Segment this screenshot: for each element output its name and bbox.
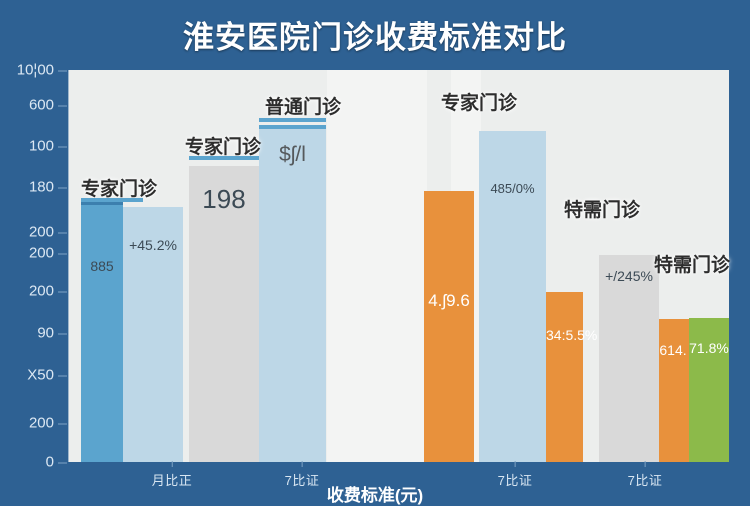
group-rule-0 — [81, 198, 143, 202]
bar-3[interactable]: $ʃ/l — [259, 125, 326, 462]
group-label-5: 特需门诊 — [654, 255, 731, 276]
y-tick-2: 100 — [0, 138, 68, 155]
bar-9[interactable]: 71.8% — [689, 318, 729, 462]
bar-value: $ʃ/l — [279, 143, 306, 166]
bar-value: +/245% — [605, 268, 653, 284]
y-tick-0: 10¦00 — [0, 62, 68, 79]
group-label-4: 特需门诊 — [564, 200, 641, 221]
group-rule-2 — [259, 118, 326, 122]
y-tick-label: 200 — [28, 414, 54, 432]
x-tick-mark — [171, 461, 173, 467]
y-tick-7: 90 — [0, 325, 68, 342]
y-tick-1: 600 — [0, 97, 68, 114]
x-tick-mark — [644, 461, 646, 467]
y-tick-label: 180 — [28, 178, 54, 196]
y-tick-label: 600 — [28, 96, 54, 114]
y-tick-3: 180 — [0, 179, 68, 196]
bar-value: 4.ʃ9.6 — [428, 291, 470, 310]
y-tick-8: X50 — [0, 367, 68, 384]
plot-band — [327, 70, 427, 462]
y-tick-label: 0 — [45, 453, 54, 471]
bar-2[interactable]: 198 — [189, 166, 259, 462]
x-tick-2: 7比证 — [497, 461, 533, 489]
bar-value: +45.2% — [129, 237, 177, 253]
y-tick-label: 200 — [28, 282, 54, 300]
bar-value: 71.8% — [689, 340, 729, 356]
y-tick-10: 0 — [0, 454, 68, 471]
bar-4[interactable]: 4.ʃ9.6 — [424, 191, 474, 462]
bar-6[interactable]: 34:5.5% — [546, 292, 598, 462]
x-tick-1: 7比证 — [284, 461, 320, 489]
bar-1[interactable]: +45.2% — [123, 207, 183, 462]
bar-value: 198 — [202, 184, 246, 214]
bar-cap — [259, 125, 326, 129]
bar-value: 614. — [659, 342, 687, 358]
y-tick-label: 200 — [28, 223, 54, 241]
group-label-3: 专家门诊 — [441, 93, 518, 114]
bar-value: 34:5.5% — [546, 327, 598, 343]
y-tick-label: 100 — [28, 137, 54, 155]
plot-area: 885 +45.2% 198 $ʃ/l 4.ʃ9.6 485/0% — [68, 70, 731, 462]
x-tick-mark — [301, 461, 303, 467]
y-tick-6: 200 — [0, 283, 68, 300]
x-tick-3: 7比证 — [627, 461, 663, 489]
group-rule-1 — [189, 156, 259, 160]
bar-5[interactable]: 485/0% — [479, 131, 546, 462]
y-tick-label: 200 — [28, 244, 54, 262]
x-tick-label: 7比证 — [497, 473, 533, 488]
bar-7[interactable]: +/245% — [599, 255, 659, 462]
y-tick-label: X50 — [27, 366, 54, 384]
y-tick-label: 90 — [37, 324, 54, 342]
bar-0[interactable]: 885 — [81, 201, 123, 462]
y-tick-5: 200 — [0, 245, 68, 262]
group-label-2: 普通门诊 — [265, 97, 342, 118]
plot-inner: 885 +45.2% 198 $ʃ/l 4.ʃ9.6 485/0% — [69, 70, 731, 462]
bar-8[interactable]: 614. — [659, 319, 689, 462]
group-label-1: 专家门诊 — [185, 137, 262, 158]
x-tick-label: 7比证 — [284, 473, 320, 488]
x-tick-0: 月比正 — [151, 461, 193, 489]
y-tick-4: 200 — [0, 224, 68, 241]
x-tick-mark — [514, 461, 516, 467]
bar-value: 485/0% — [490, 181, 535, 196]
x-axis-label: 收费标准(元) — [326, 486, 424, 505]
y-axis: 10¦00 600 100 180 200 200 200 90 X50 200… — [0, 55, 68, 475]
x-tick-label: 7比证 — [627, 473, 663, 488]
x-tick-label: 月比正 — [151, 473, 193, 488]
group-label-0: 专家门诊 — [81, 179, 158, 200]
y-tick-9: 200 — [0, 415, 68, 432]
y-tick-label: 10¦00 — [16, 61, 54, 79]
chart-title: 淮安医院门诊收费标准对比 — [183, 20, 567, 55]
bar-value: 885 — [90, 258, 114, 274]
bar-cap — [81, 201, 123, 205]
